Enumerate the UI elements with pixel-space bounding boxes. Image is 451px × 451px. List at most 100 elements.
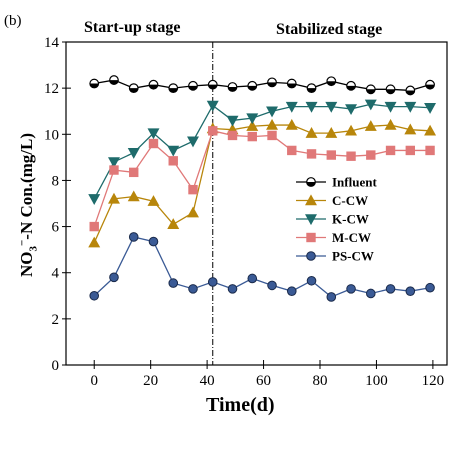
data-point-influent-fill (149, 84, 158, 89)
data-point-influent-fill (425, 84, 435, 89)
data-point-ps-cw (366, 288, 376, 299)
y-tick-label: 14 (44, 35, 60, 51)
data-point-c-cw (266, 118, 278, 130)
legend-label-ps-cw: PS-CW (332, 249, 374, 264)
data-point-ps-cw (286, 286, 297, 296)
legend-marker-influent-fill (306, 182, 316, 187)
data-point-m-cw (148, 138, 159, 149)
y-axis-label: NO3−-N Con.(mg/L) (16, 133, 39, 277)
data-point-k-cw (345, 104, 358, 116)
x-tick-label: 80 (313, 373, 328, 389)
data-point-ps-cw (89, 290, 100, 301)
data-point-c-cw (88, 236, 101, 248)
data-point-c-cw (285, 118, 298, 130)
data-point-k-cw (384, 101, 397, 113)
data-point-ps-cw (207, 277, 218, 287)
data-point-ps-cw (168, 278, 179, 288)
data-point-c-cw (127, 190, 140, 202)
data-point-c-cw (108, 192, 120, 204)
data-point-k-cw (108, 157, 120, 169)
data-point-c-cw (424, 124, 437, 136)
data-point-influent-fill (247, 85, 257, 91)
data-point-k-cw (226, 115, 239, 127)
y-axis-label-sub: 3 (27, 246, 40, 252)
data-point-m-cw (129, 167, 139, 178)
data-point-m-cw (208, 126, 218, 136)
data-point-ps-cw (247, 273, 258, 284)
data-point-m-cw (109, 165, 119, 175)
startup-stage-label: Start-up stage (84, 19, 181, 36)
data-point-ps-cw (306, 275, 317, 286)
y-axis-label-pre: NO (17, 251, 37, 278)
data-point-k-cw (285, 101, 298, 113)
y-tick-label: 4 (52, 266, 60, 282)
x-axis-label: Time(d) (206, 394, 275, 416)
stabilized-stage-label: Stabilized stage (276, 21, 383, 38)
legend-marker-m-cw (306, 232, 316, 243)
x-tick-label: 0 (90, 373, 98, 389)
data-point-influent-fill (366, 89, 376, 94)
x-tick-label: 40 (200, 373, 215, 389)
legend-marker-ps-cw (306, 251, 316, 261)
legend-marker-k-cw (305, 214, 317, 226)
legend-label-m-cw: M-CW (332, 230, 371, 245)
data-point-k-cw (246, 113, 259, 125)
data-point-m-cw (287, 145, 297, 156)
series-line-c-cw (93, 124, 431, 243)
x-tick-label: 100 (365, 373, 388, 389)
data-point-c-cw (305, 127, 318, 138)
data-point-m-cw (425, 145, 435, 156)
data-point-m-cw (227, 130, 238, 141)
y-tick-label: 6 (52, 220, 60, 236)
data-point-c-cw (147, 195, 160, 206)
data-point-ps-cw (109, 272, 119, 283)
data-point-k-cw (364, 99, 377, 111)
data-point-influent-fill (386, 89, 395, 94)
data-point-influent-fill (267, 82, 277, 87)
legend-label-k-cw: K-CW (332, 212, 369, 227)
x-tick-label: 20 (143, 373, 158, 389)
data-point-c-cw (325, 127, 338, 138)
y-tick-label: 0 (52, 358, 60, 374)
data-point-influent-fill (307, 88, 316, 93)
data-point-influent-fill (109, 80, 119, 85)
data-point-c-cw (384, 118, 397, 130)
y-tick-label: 2 (52, 312, 60, 328)
data-point-influent-fill (188, 85, 198, 91)
data-point-c-cw (167, 218, 180, 229)
y-tick-label: 8 (52, 173, 60, 189)
data-point-k-cw (147, 128, 160, 140)
series-line-influent (94, 79, 431, 92)
data-point-ps-cw (227, 284, 238, 294)
data-point-k-cw (88, 194, 101, 206)
data-point-m-cw (405, 145, 416, 156)
data-point-influent-fill (406, 90, 415, 95)
data-point-influent-fill (346, 85, 356, 91)
data-point-ps-cw (385, 284, 396, 294)
data-point-ps-cw (425, 282, 435, 293)
data-point-m-cw (188, 184, 198, 195)
data-point-k-cw (325, 101, 338, 113)
data-point-m-cw (306, 149, 317, 159)
data-point-ps-cw (326, 292, 337, 302)
data-point-k-cw (187, 136, 199, 148)
data-point-c-cw (246, 120, 259, 131)
data-point-m-cw (168, 156, 178, 166)
data-point-ps-cw (405, 286, 416, 296)
panel-label: (b) (4, 13, 22, 29)
data-point-c-cw (187, 206, 199, 218)
data-point-ps-cw (148, 236, 159, 247)
data-point-ps-cw (267, 280, 277, 291)
legend-label-influent: Influent (332, 175, 377, 190)
data-point-k-cw (266, 106, 278, 118)
x-tick-label: 60 (256, 373, 271, 389)
data-point-ps-cw (188, 284, 198, 294)
y-axis-label-post: -N Con.(mg/L) (17, 133, 37, 240)
data-point-k-cw (424, 103, 437, 114)
data-point-k-cw (206, 100, 219, 112)
data-point-c-cw (404, 123, 417, 135)
data-point-ps-cw (346, 284, 356, 294)
data-point-m-cw (366, 150, 376, 160)
data-point-m-cw (385, 145, 396, 156)
